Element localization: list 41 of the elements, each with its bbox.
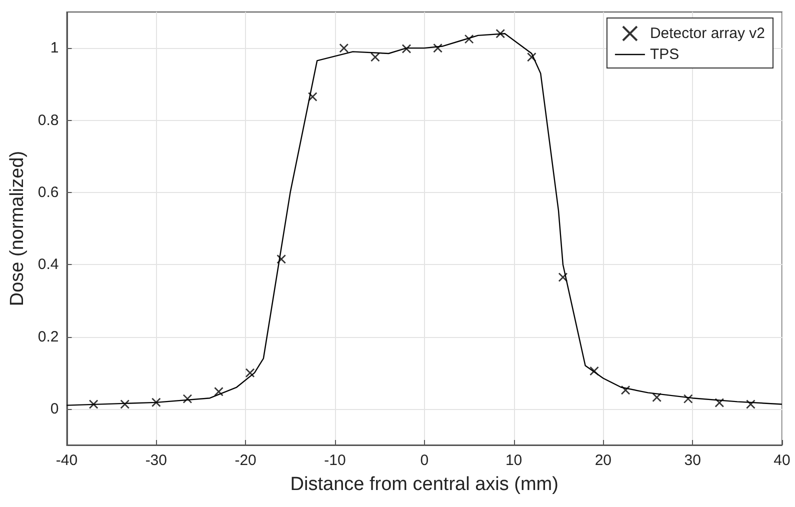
x-tick-label: -20 (234, 452, 256, 469)
point (464, 34, 474, 44)
point (245, 368, 255, 378)
point (496, 28, 506, 38)
x-tick-label: 40 (774, 452, 790, 469)
y-axis-title: Dose (normalized) (7, 150, 28, 306)
point (714, 398, 724, 408)
legend-label: TPS (650, 46, 680, 63)
point (308, 92, 318, 102)
y-tick-label: 0.8 (38, 112, 59, 129)
y-tick-label: 0.2 (38, 328, 59, 346)
point (88, 400, 98, 409)
point (276, 254, 286, 264)
point (526, 52, 536, 62)
point (151, 398, 161, 408)
x-tick-label: 10 (505, 452, 522, 469)
x-tick-label: 30 (684, 452, 701, 469)
point (339, 43, 349, 53)
point (558, 272, 568, 282)
point (182, 394, 192, 404)
x-tick-label: -30 (145, 452, 167, 469)
point (620, 385, 630, 395)
y-tick-label: 0.4 (38, 256, 59, 274)
y-tick-label: 1 (50, 40, 59, 57)
point (652, 392, 662, 402)
x-tick-label: -40 (56, 452, 78, 469)
y-tick-label: 0 (50, 400, 59, 418)
y-tick-label: 0.6 (38, 184, 59, 201)
point (683, 394, 693, 404)
point (746, 400, 756, 409)
point (370, 52, 380, 62)
point (402, 44, 412, 54)
x-tick-label: 20 (594, 452, 612, 469)
point (120, 400, 130, 409)
x-tick-label: -10 (324, 452, 346, 469)
point (433, 43, 442, 53)
x-tick-label: 0 (420, 452, 429, 469)
x-axis-title: Distance from central axis (mm) (290, 474, 558, 495)
legend-label: Detector array v2 (650, 25, 766, 42)
point (214, 386, 224, 396)
point (590, 366, 599, 376)
